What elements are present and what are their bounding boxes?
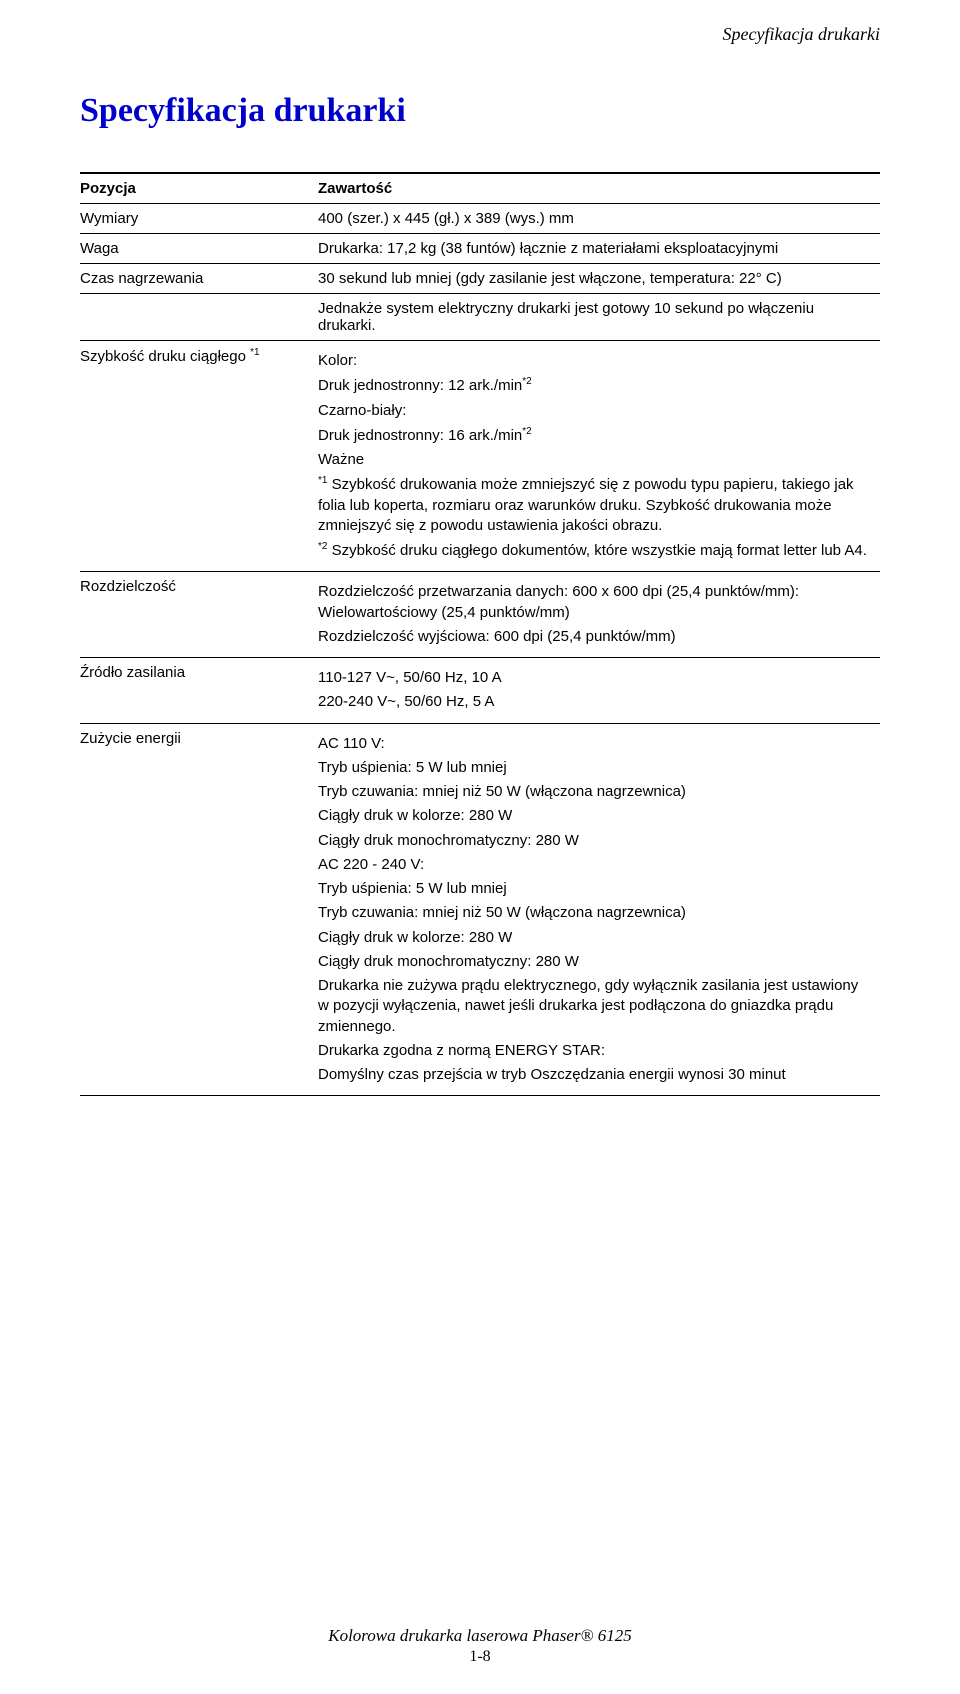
row-label-empty [80, 294, 318, 341]
footer-pagenum: 1-8 [80, 1648, 880, 1666]
energy-sleep2: Tryb uśpienia: 5 W lub mniej [318, 879, 872, 899]
speed-bw-line: Druk jednostronny: 16 ark./min [318, 427, 522, 444]
note2-text: Szybkość druku ciągłego dokumentów, któr… [327, 542, 866, 559]
page-footer: Kolorowa drukarka laserowa Phaser® 6125 … [80, 1626, 880, 1666]
note1-text: Szybkość drukowania może zmniejszyć się … [318, 476, 854, 534]
row-value: 30 sekund lub mniej (gdy zasilanie jest … [318, 264, 880, 294]
row-value: Kolor: Druk jednostronny: 12 ark./min*2 … [318, 341, 880, 572]
row-label: Szybkość druku ciągłego *1 [80, 341, 318, 572]
row-label: Źródło zasilania [80, 658, 318, 724]
power-line2: 220-240 V~, 50/60 Hz, 5 A [318, 692, 872, 712]
speed-label-sup: *1 [250, 347, 259, 358]
page-title: Specyfikacja drukarki [80, 92, 880, 130]
speed-label-text: Szybkość druku ciągłego [80, 348, 250, 365]
col-header-zawartosc: Zawartość [318, 173, 880, 204]
row-value: 110-127 V~, 50/60 Hz, 10 A 220-240 V~, 5… [318, 658, 880, 724]
row-label: Wymiary [80, 204, 318, 234]
energy-nopower: Drukarka nie zużywa prądu elektrycznego,… [318, 976, 872, 1037]
running-head: Specyfikacja drukarki [723, 24, 880, 45]
speed-color-line: Druk jednostronny: 12 ark./min [318, 377, 522, 394]
row-value: Jednakże system elektryczny drukarki jes… [318, 294, 880, 341]
table-row: Czas nagrzewania 30 sekund lub mniej (gd… [80, 264, 880, 294]
energy-sleep1: Tryb uśpienia: 5 W lub mniej [318, 758, 872, 778]
speed-color-heading: Kolor: [318, 351, 872, 371]
table-row: Rozdzielczość Rozdzielczość przetwarzani… [80, 572, 880, 658]
row-value: Rozdzielczość przetwarzania danych: 600 … [318, 572, 880, 658]
row-label: Czas nagrzewania [80, 264, 318, 294]
col-header-pozycja: Pozycja [80, 173, 318, 204]
energy-monocont1: Ciągły druk monochromatyczny: 280 W [318, 831, 872, 851]
speed-bw-heading: Czarno-biały: [318, 401, 872, 421]
speed-important: Ważne [318, 450, 872, 470]
table-row: Zużycie energii AC 110 V: Tryb uśpienia:… [80, 723, 880, 1096]
power-line1: 110-127 V~, 50/60 Hz, 10 A [318, 668, 872, 688]
table-row: Jednakże system elektryczny drukarki jes… [80, 294, 880, 341]
energy-colorcont2: Ciągły druk w kolorze: 280 W [318, 928, 872, 948]
energy-standby2: Tryb czuwania: mniej niż 50 W (włączona … [318, 903, 872, 923]
speed-bw-sup: *2 [522, 426, 531, 437]
energy-ac220: AC 220 - 240 V: [318, 855, 872, 875]
energy-estar-detail: Domyślny czas przejścia w tryb Oszczędza… [318, 1065, 872, 1085]
res-line1: Rozdzielczość przetwarzania danych: 600 … [318, 582, 872, 623]
energy-monocont2: Ciągły druk monochromatyczny: 280 W [318, 952, 872, 972]
energy-colorcont1: Ciągły druk w kolorze: 280 W [318, 806, 872, 826]
res-line2: Rozdzielczość wyjściowa: 600 dpi (25,4 p… [318, 627, 872, 647]
table-row: Waga Drukarka: 17,2 kg (38 funtów) łączn… [80, 234, 880, 264]
table-row: Szybkość druku ciągłego *1 Kolor: Druk j… [80, 341, 880, 572]
energy-estar: Drukarka zgodna z normą ENERGY STAR: [318, 1041, 872, 1061]
energy-ac110: AC 110 V: [318, 734, 872, 754]
row-label: Zużycie energii [80, 723, 318, 1096]
table-row: Źródło zasilania 110-127 V~, 50/60 Hz, 1… [80, 658, 880, 724]
table-row: Wymiary 400 (szer.) x 445 (gł.) x 389 (w… [80, 204, 880, 234]
row-value: 400 (szer.) x 445 (gł.) x 389 (wys.) mm [318, 204, 880, 234]
speed-color-sup: *2 [522, 376, 531, 387]
row-value: AC 110 V: Tryb uśpienia: 5 W lub mniej T… [318, 723, 880, 1096]
row-value: Drukarka: 17,2 kg (38 funtów) łącznie z … [318, 234, 880, 264]
row-label: Rozdzielczość [80, 572, 318, 658]
energy-standby1: Tryb czuwania: mniej niż 50 W (włączona … [318, 782, 872, 802]
row-label: Waga [80, 234, 318, 264]
spec-table: Pozycja Zawartość Wymiary 400 (szer.) x … [80, 172, 880, 1096]
footer-line1: Kolorowa drukarka laserowa Phaser® 6125 [80, 1626, 880, 1646]
